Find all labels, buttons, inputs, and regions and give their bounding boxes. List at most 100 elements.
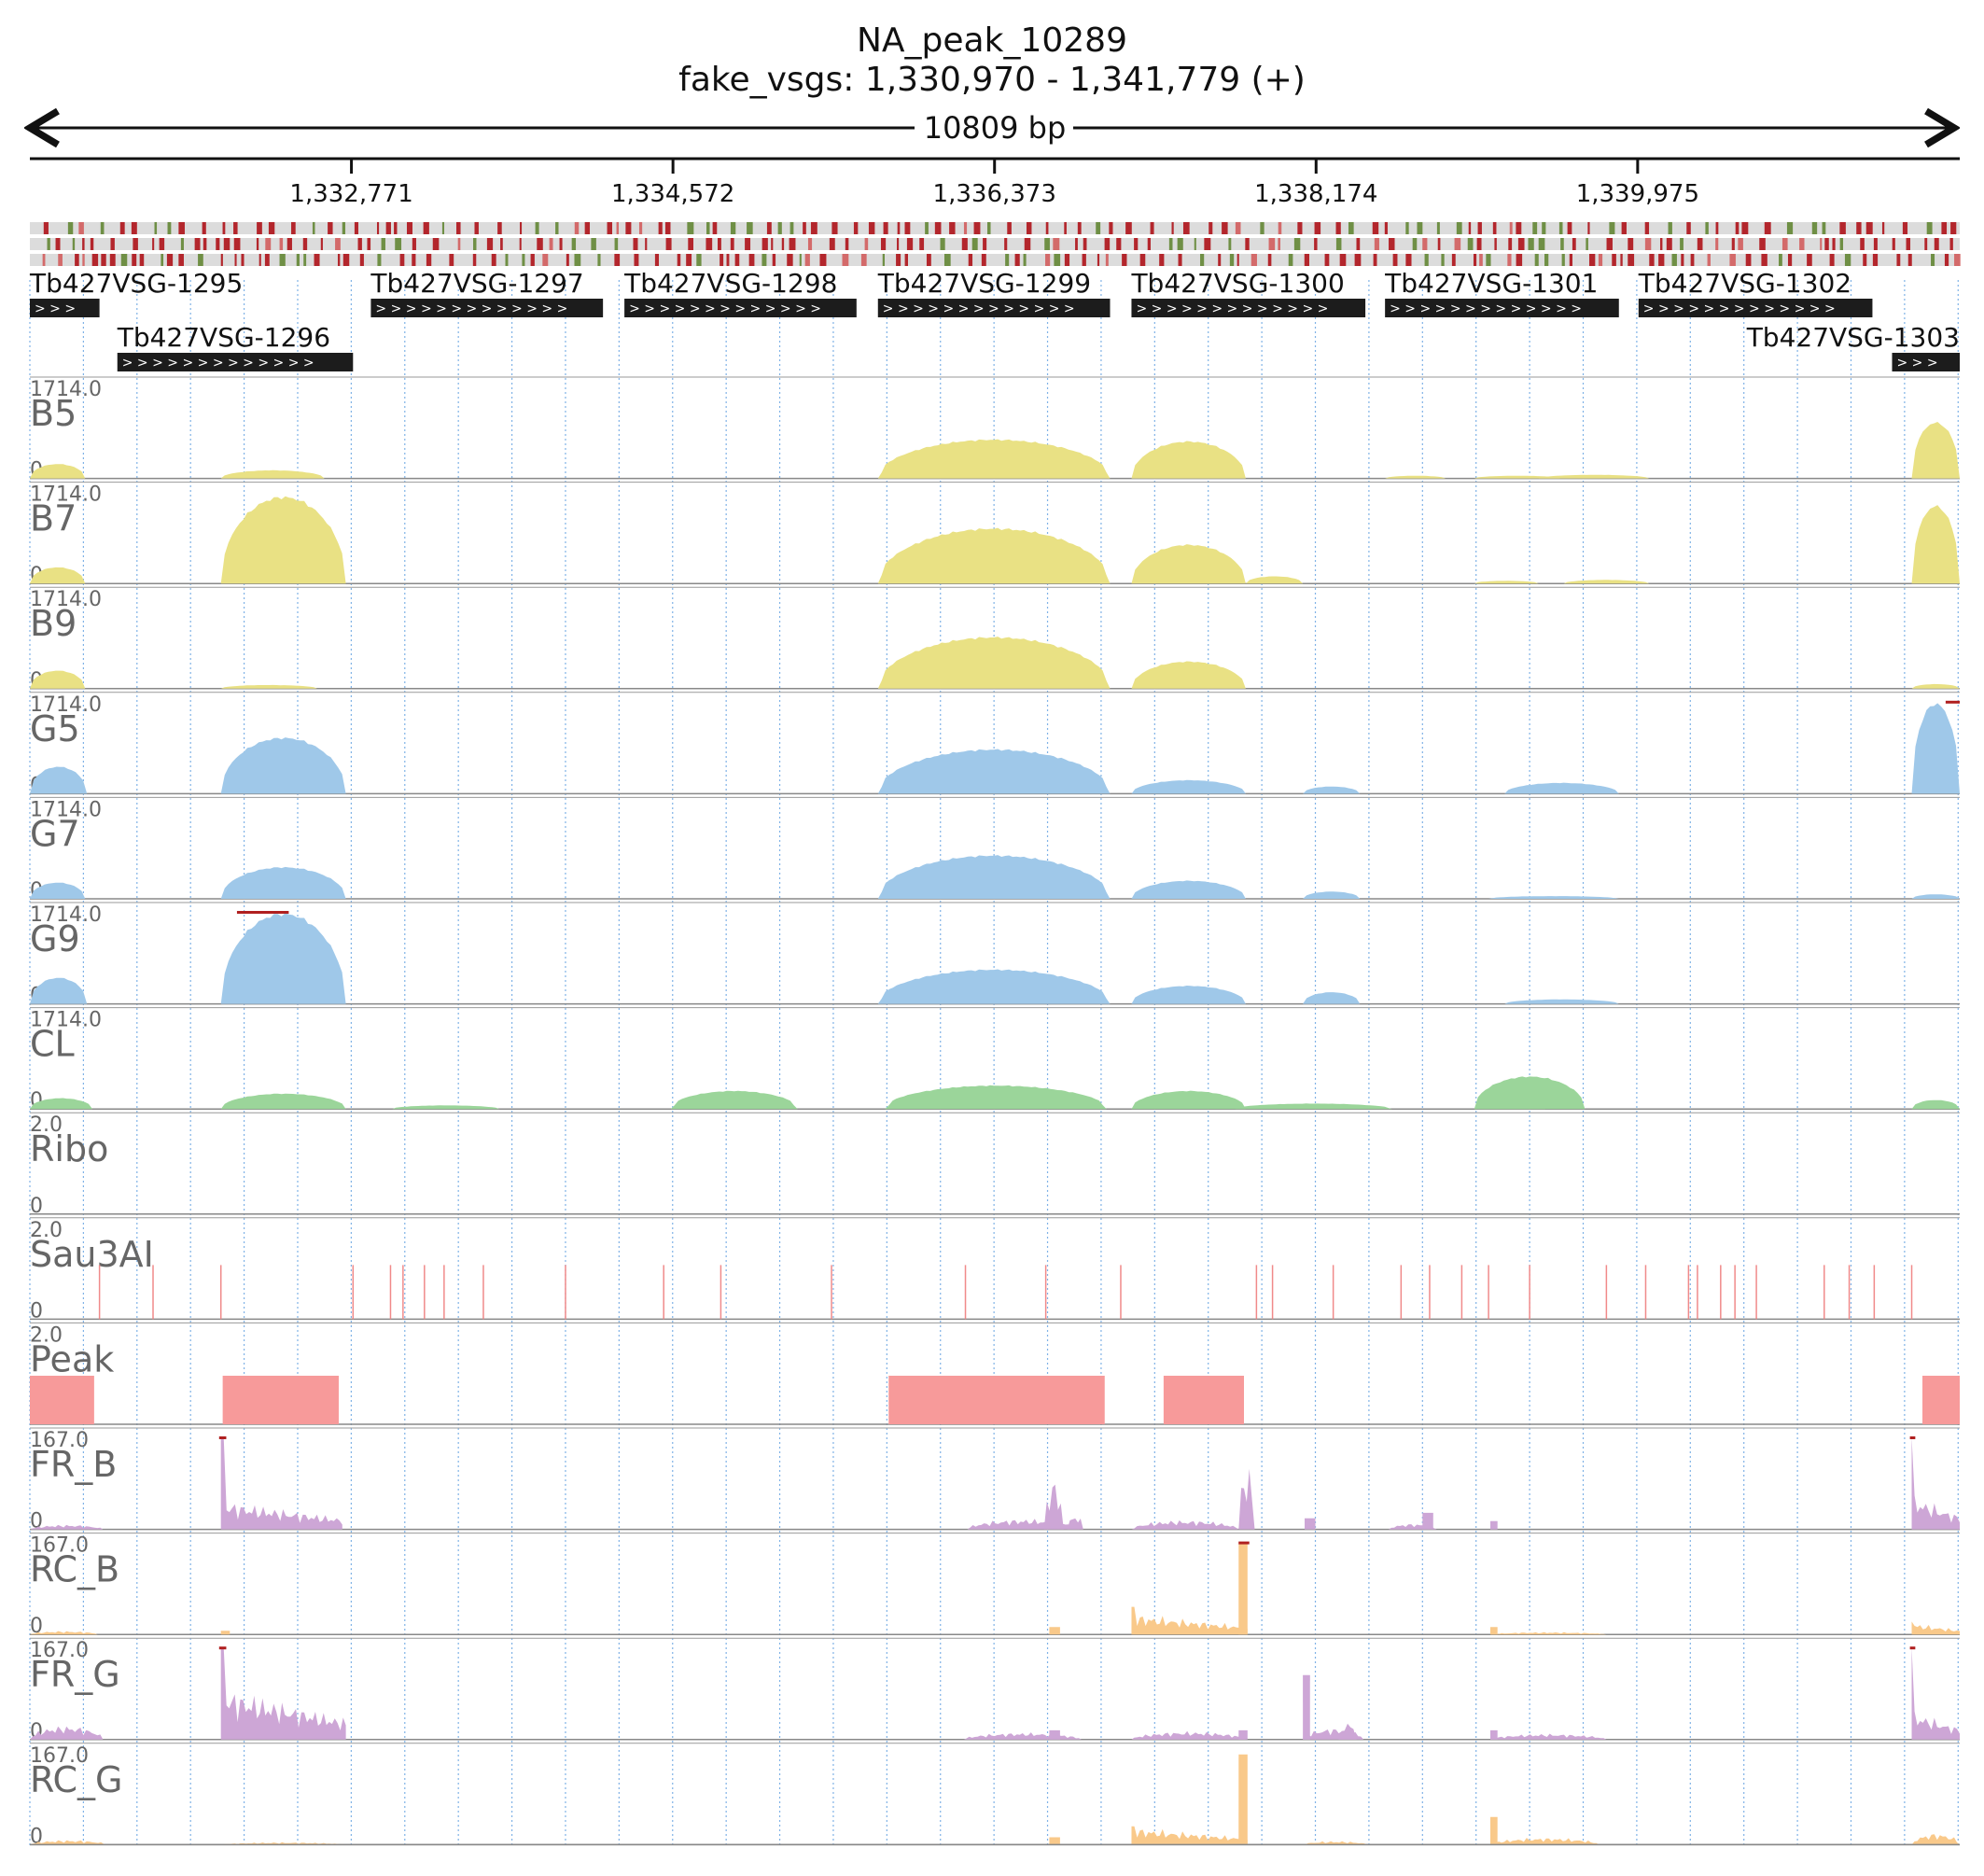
sequence-mark xyxy=(542,254,549,266)
coverage-peak xyxy=(885,1085,1107,1110)
sequence-mark xyxy=(426,254,432,266)
sequence-mark xyxy=(233,238,241,250)
sequence-mark xyxy=(555,222,559,234)
sequence-mark xyxy=(771,238,774,250)
sequence-mark xyxy=(1907,254,1912,266)
signal-bar xyxy=(30,1524,104,1530)
gene-bar xyxy=(1385,299,1619,317)
signal-bar xyxy=(1490,1816,1498,1845)
track-name: Sau3AI xyxy=(30,1234,154,1275)
signal-bar xyxy=(1490,1838,1600,1845)
sequence-mark xyxy=(1589,254,1596,266)
sequence-mark xyxy=(1561,254,1565,266)
sequence-mark xyxy=(574,254,581,266)
signal-bar xyxy=(1911,1437,1960,1530)
sequence-mark xyxy=(1892,238,1895,250)
sequence-mark xyxy=(159,238,165,250)
sequence-mark xyxy=(1508,238,1513,250)
sequence-mark xyxy=(1926,222,1933,234)
sequence-mark xyxy=(896,254,901,266)
sequence-mark xyxy=(457,238,461,250)
track-fr-b: 167.0FR_B 0 xyxy=(30,1427,1960,1533)
sequence-mark xyxy=(1741,222,1749,234)
sequence-mark xyxy=(1468,222,1472,234)
sequence-mark xyxy=(1139,254,1146,266)
sequence-mark xyxy=(1738,238,1743,250)
x-tick-label: 1,332,771 xyxy=(289,180,412,208)
coverage-peak xyxy=(877,749,1111,794)
sequence-mark xyxy=(1697,238,1703,250)
sequence-mark xyxy=(167,222,172,234)
sequence-mark xyxy=(864,238,869,250)
strand-arrows: > > > > > > > > > > > > > xyxy=(1390,301,1582,316)
sequence-mark xyxy=(1787,254,1793,266)
gene-label: Tb427VSG-1297 xyxy=(370,268,583,299)
sequence-mark xyxy=(519,238,522,250)
clipped-max-marker xyxy=(1909,1436,1916,1439)
sequence-mark xyxy=(1628,254,1635,266)
sequence-mark xyxy=(789,238,796,250)
sequence-mark xyxy=(381,238,385,250)
sequence-mark xyxy=(882,254,886,266)
gene-Tb427VSG-1298: Tb427VSG-1298 > > > > > > > > > > > > > xyxy=(623,268,857,317)
sequence-mark xyxy=(1454,238,1461,250)
sequence-mark xyxy=(412,254,416,266)
sequence-mark xyxy=(178,254,184,266)
coverage-peak xyxy=(1474,581,1539,584)
sequence-mark xyxy=(1260,222,1264,234)
sequence-mark xyxy=(1881,222,1885,234)
sequence-mark xyxy=(625,222,632,234)
sequence-mark xyxy=(1424,254,1429,266)
sequence-mark xyxy=(1116,238,1122,250)
coverage-peak xyxy=(220,684,318,689)
sequence-mark xyxy=(1422,238,1428,250)
sequence-mark xyxy=(1517,238,1525,250)
track-ymax-label: 1714.0 xyxy=(30,1009,102,1032)
sequence-mark xyxy=(47,238,50,250)
sequence-mark xyxy=(1492,222,1497,234)
track-name: FR_B xyxy=(30,1444,117,1485)
sequence-mark xyxy=(781,238,785,250)
sequence-mark xyxy=(1671,254,1677,266)
sequence-mark xyxy=(1820,238,1823,250)
signal-bar xyxy=(1911,1647,1960,1740)
sequence-mark xyxy=(968,254,973,266)
sequence-mark xyxy=(1045,222,1049,234)
signal-bar xyxy=(1049,1627,1060,1635)
sequence-mark xyxy=(904,222,911,234)
track-b9: 1714.0B90 xyxy=(30,586,1960,693)
sequence-mark xyxy=(473,238,477,250)
coverage-peak xyxy=(877,637,1111,689)
sequence-mark xyxy=(706,238,713,250)
sequence-mark xyxy=(772,254,776,266)
sequence-mark xyxy=(963,222,968,234)
sequence-mark xyxy=(395,238,402,250)
strand-arrows: > > > > > > > > > > > > > xyxy=(1643,301,1836,316)
track-peak: 2.0Peak0 xyxy=(30,1322,1960,1428)
sequence-mark xyxy=(109,254,116,266)
strand-arrows: > > > > > > > > > > > > > xyxy=(883,301,1075,316)
coverage-peak xyxy=(220,913,346,1004)
sequence-mark xyxy=(82,254,85,266)
sequence-mark xyxy=(1168,238,1173,250)
sequence-mark xyxy=(803,222,806,234)
signal-bar xyxy=(1131,1519,1239,1530)
sequence-mark xyxy=(645,238,648,250)
sequence-mark xyxy=(1950,222,1957,234)
signal-bar xyxy=(220,1631,231,1635)
sequence-mark xyxy=(549,238,553,250)
sequence-mark xyxy=(139,254,145,266)
signal-bar xyxy=(963,1732,1082,1740)
sequence-mark xyxy=(1873,238,1878,250)
sequence-mark xyxy=(1077,222,1082,234)
track-cl: 1714.0CL 0 xyxy=(30,1007,1960,1113)
sequence-mark xyxy=(981,254,986,266)
sequence-mark xyxy=(58,254,63,266)
sequence-mark xyxy=(1097,254,1100,266)
sequence-mark xyxy=(1924,238,1928,250)
sequence-mark xyxy=(1122,254,1127,266)
sequence-mark xyxy=(897,238,900,250)
sequence-mark xyxy=(1182,222,1190,234)
peak-block xyxy=(222,1376,339,1424)
coverage-peak xyxy=(30,464,86,479)
